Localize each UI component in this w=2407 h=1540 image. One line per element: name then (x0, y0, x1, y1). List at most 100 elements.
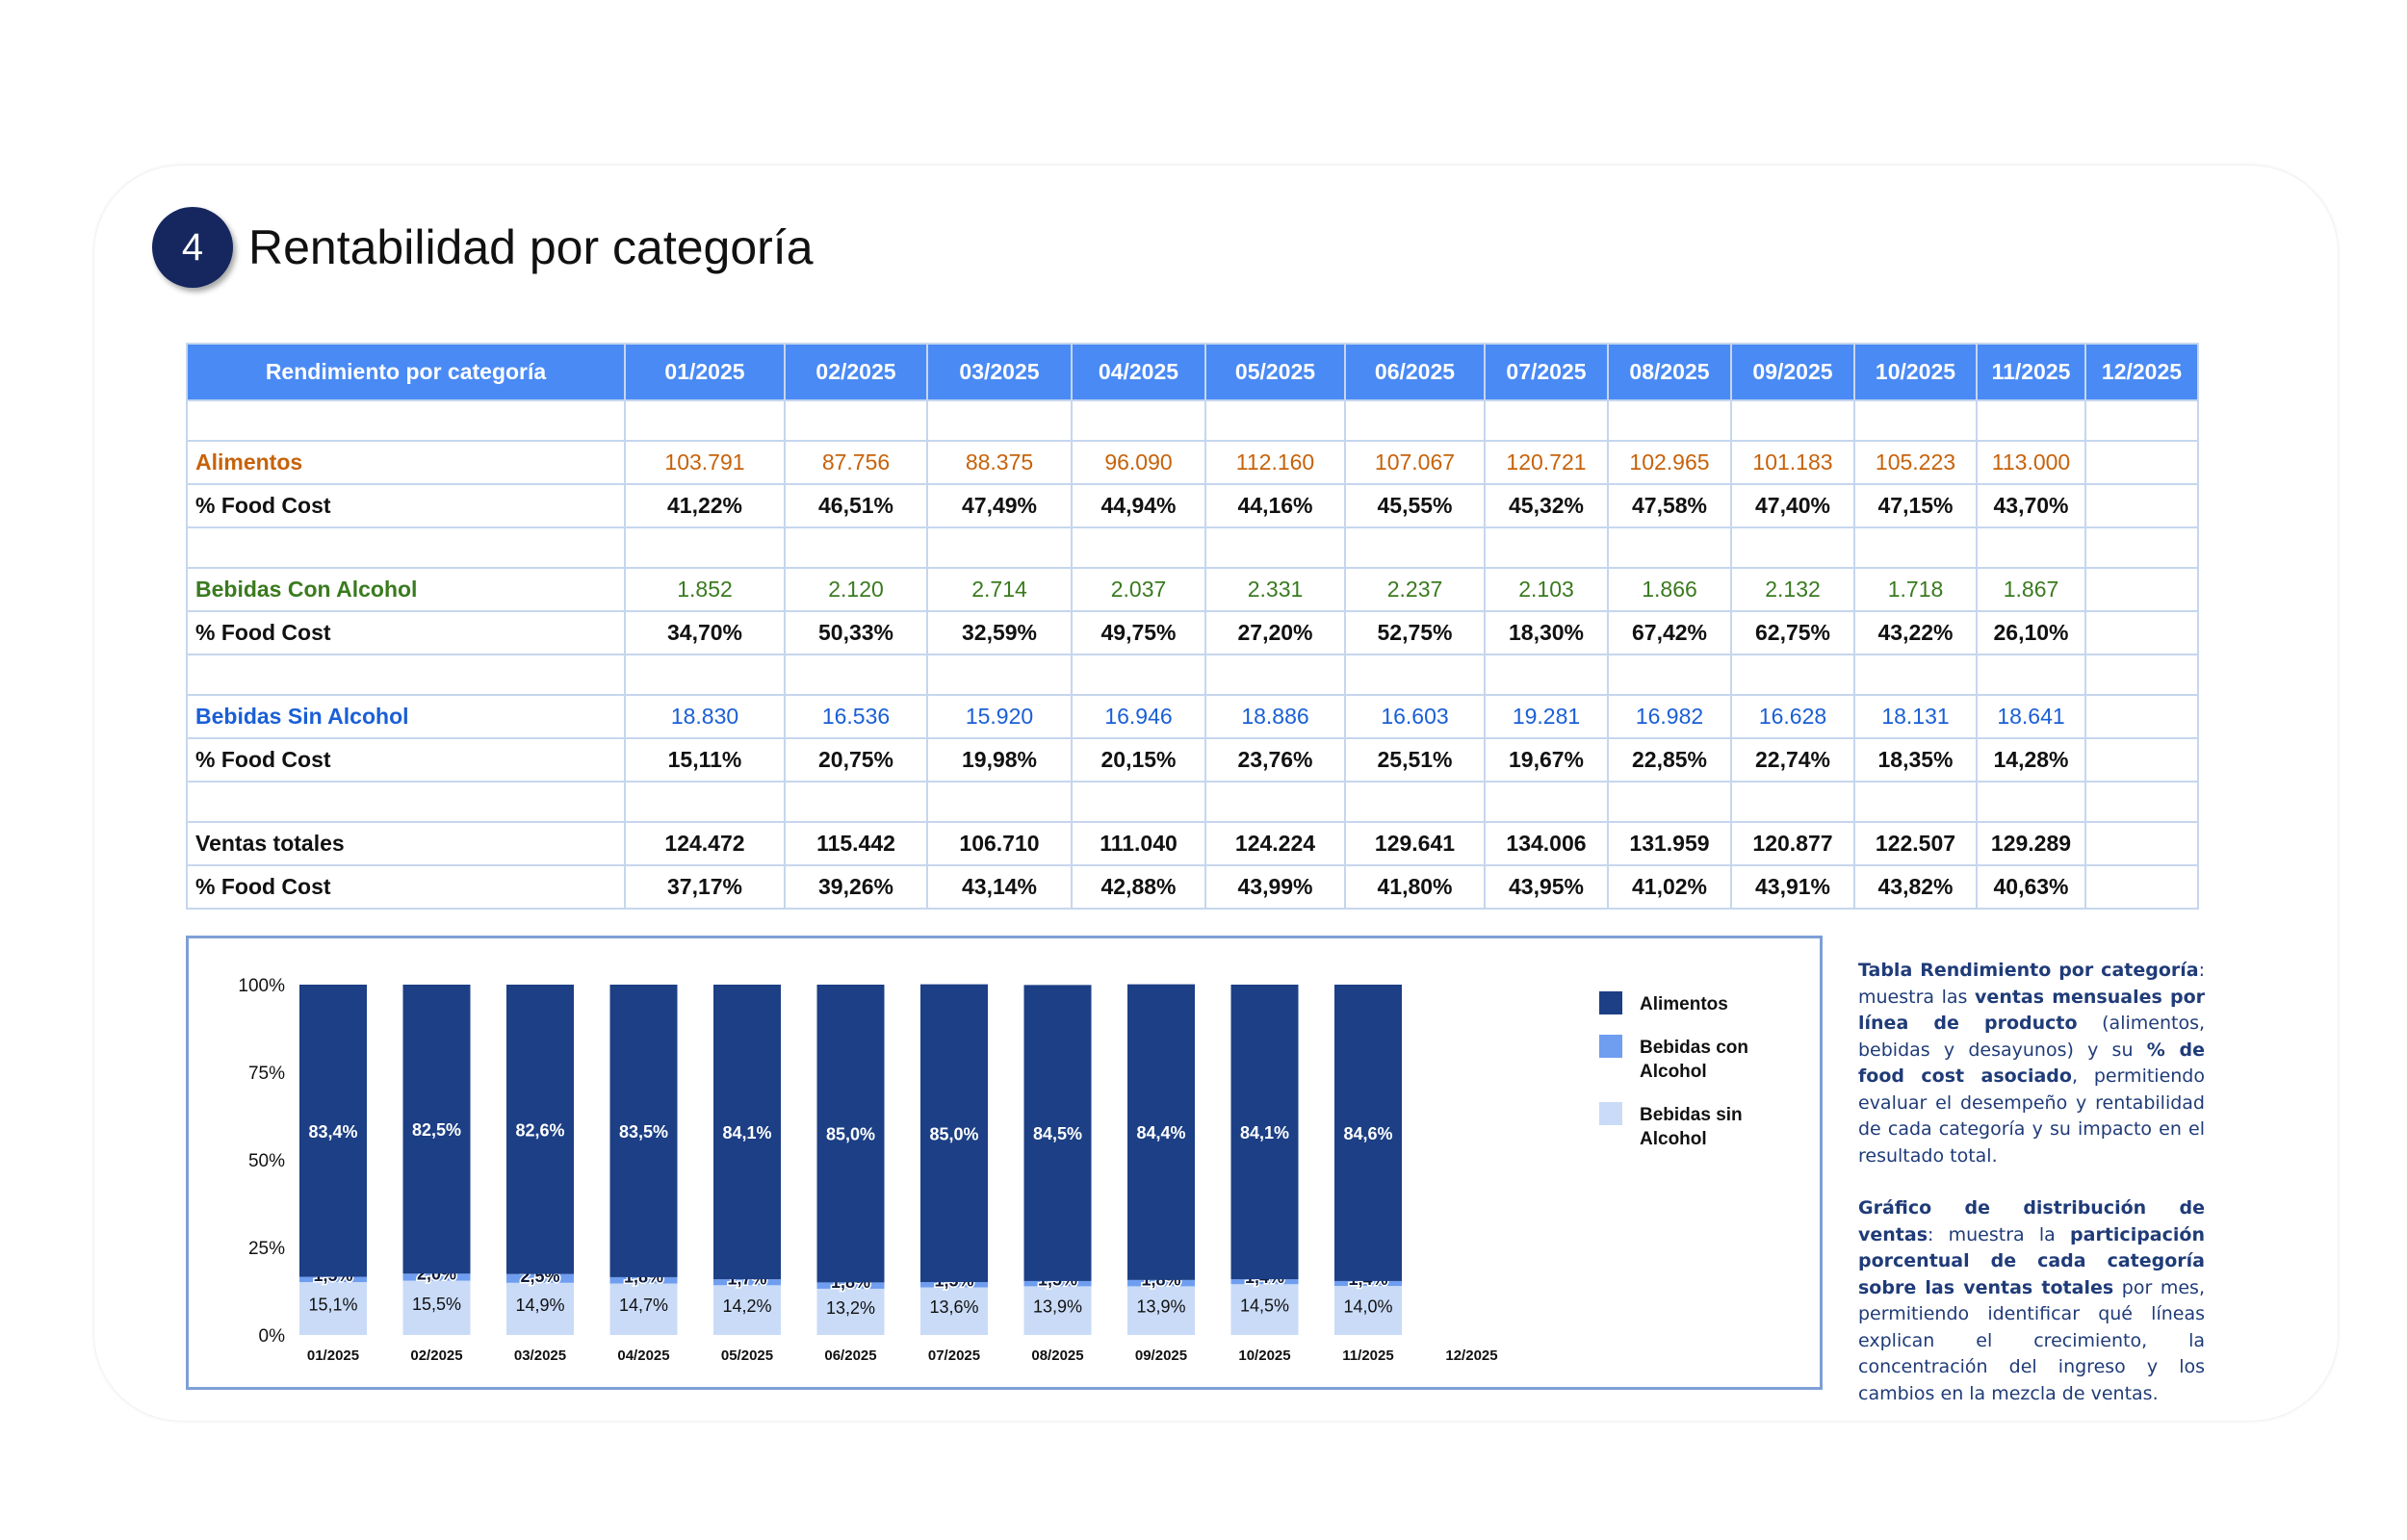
table-cell: 15.920 (926, 694, 1073, 739)
bar-value-label: 82,5% (412, 1120, 461, 1140)
legend-swatch (1599, 1102, 1622, 1125)
table-cell: 44,94% (1071, 483, 1206, 528)
table-cell: 134.006 (1484, 821, 1609, 866)
table-cell: 20,75% (784, 737, 928, 783)
table-cell: 16.628 (1730, 694, 1855, 739)
table-cell: 129.641 (1344, 821, 1486, 866)
x-tick-label: 07/2025 (928, 1348, 980, 1364)
bar-value-label: 14,9% (515, 1296, 564, 1315)
table-cell: 96.090 (1071, 440, 1206, 485)
table-cell: 43,91% (1730, 864, 1855, 910)
spacer-row (186, 781, 2199, 823)
bar-value-label: 14,0% (1343, 1297, 1392, 1317)
bar-segment (920, 1282, 988, 1288)
row-label: Alimentos (186, 440, 626, 485)
table-cell: 2.237 (1344, 567, 1486, 612)
x-tick-label: 05/2025 (721, 1348, 773, 1364)
table-cell: 16.536 (784, 694, 928, 739)
table-cell: 41,80% (1344, 864, 1486, 910)
bar-value-label: 83,5% (619, 1122, 668, 1142)
table-cell: 46,51% (784, 483, 928, 528)
description-table: Tabla Rendimiento por categoría: muestra… (1858, 958, 2205, 1169)
bar-segment (506, 985, 574, 1274)
bar-segment (1334, 1280, 1402, 1287)
table-cell: 131.959 (1607, 821, 1732, 866)
table-cell: 41,02% (1607, 864, 1732, 910)
bar-segment (402, 1273, 471, 1281)
section-number-badge: 4 (152, 207, 233, 288)
table-row: % Food Cost 37,17% 39,26% 43,14% 42,88% 43,99… (186, 864, 2199, 910)
table-row: Alimentos 103.791 87.756 88.375 96.090 112.16… (186, 440, 2199, 485)
bar-segment (299, 985, 367, 1277)
table-cell: 43,99% (1204, 864, 1346, 910)
table-row: % Food Cost 15,11% 20,75% 19,98% 20,15% 23,76… (186, 737, 2199, 783)
bar-value-label: 82,6% (515, 1120, 564, 1140)
table-cell: 18,30% (1484, 610, 1609, 655)
table-cell: 103.791 (624, 440, 786, 485)
month-header: 03/2025 (926, 343, 1073, 401)
bar-segment (506, 1282, 574, 1335)
table-cell: 106.710 (926, 821, 1073, 866)
bar-value-label: 84,6% (1343, 1124, 1392, 1143)
bar-value-label: 84,1% (722, 1123, 771, 1142)
table-cell: 111.040 (1071, 821, 1206, 866)
table-cell: 2.120 (784, 567, 928, 612)
bar-segment (609, 985, 678, 1277)
table-cell: 15,11% (624, 737, 786, 783)
bar-value-label: 83,4% (308, 1122, 357, 1142)
legend-label: Alimentos (1640, 994, 1728, 1014)
spacer-row (186, 526, 2199, 569)
bar-segment (1023, 1280, 1092, 1287)
table-cell: 34,70% (624, 610, 786, 655)
bar-value-label: 14,5% (1240, 1296, 1289, 1316)
description-chart: Gráfico de distribución de ventas: muest… (1858, 1195, 2205, 1407)
table-cell: 19,98% (926, 737, 1073, 783)
bar-segment (299, 1282, 367, 1335)
table-header-label: Rendimiento por categoría (186, 343, 626, 401)
x-tick-label: 12/2025 (1445, 1348, 1497, 1364)
table-cell: 1.866 (1607, 567, 1732, 612)
table-cell: 113.000 (1976, 440, 2086, 485)
chart-svg: 100%75%50%25%0%15,1%1,5%83,4%01/202515,5… (238, 976, 1748, 1364)
section-title: Rentabilidad por categoría (248, 220, 814, 274)
month-header: 09/2025 (1730, 343, 1855, 401)
table-cell: 101.183 (1730, 440, 1855, 485)
bar-segment (402, 985, 471, 1274)
table-cell: 105.223 (1853, 440, 1978, 485)
sales-distribution-chart: 100%75%50%25%0%15,1%1,5%83,4%01/202515,5… (186, 936, 1823, 1390)
table-cell: 1.852 (624, 567, 786, 612)
x-tick-label: 11/2025 (1342, 1348, 1393, 1364)
table-cell: 39,26% (784, 864, 928, 910)
legend-swatch (1599, 991, 1622, 1014)
y-tick-label: 100% (238, 976, 285, 996)
bar-value-label: 84,4% (1136, 1123, 1185, 1142)
y-tick-label: 0% (259, 1326, 286, 1347)
x-tick-label: 01/2025 (307, 1348, 359, 1364)
table-cell: 22,85% (1607, 737, 1732, 783)
table-cell: 47,40% (1730, 483, 1855, 528)
description-text: : muestra las (1858, 960, 2205, 1008)
table-cell: 129.289 (1976, 821, 2086, 866)
bar-value-label: 85,0% (929, 1124, 978, 1143)
x-tick-label: 10/2025 (1238, 1348, 1290, 1364)
table-cell (2084, 567, 2199, 612)
description-text: participación porcentual de cada categor… (1858, 1223, 2205, 1298)
bar-segment (713, 1279, 781, 1286)
bar-value-label: 13,2% (826, 1298, 875, 1318)
bar-segment (816, 1282, 885, 1289)
description-text: Tabla Rendimiento por categoría (1858, 960, 2199, 981)
table-cell: 2.331 (1204, 567, 1346, 612)
table-cell: 124.472 (624, 821, 786, 866)
table-cell: 25,51% (1344, 737, 1486, 783)
table-cell: 37,17% (624, 864, 786, 910)
bar-segment (1127, 1286, 1195, 1335)
bar-segment (920, 984, 988, 1283)
table-header-row: Rendimiento por categoría 01/2025 02/2025 0… (186, 343, 2199, 401)
bar-segment (816, 1288, 885, 1335)
table-cell (2084, 694, 2199, 739)
table-cell: 49,75% (1071, 610, 1206, 655)
bar-segment (1127, 984, 1195, 1280)
row-label: % Food Cost (186, 864, 626, 910)
table-cell (2084, 737, 2199, 783)
table-cell: 47,58% (1607, 483, 1732, 528)
